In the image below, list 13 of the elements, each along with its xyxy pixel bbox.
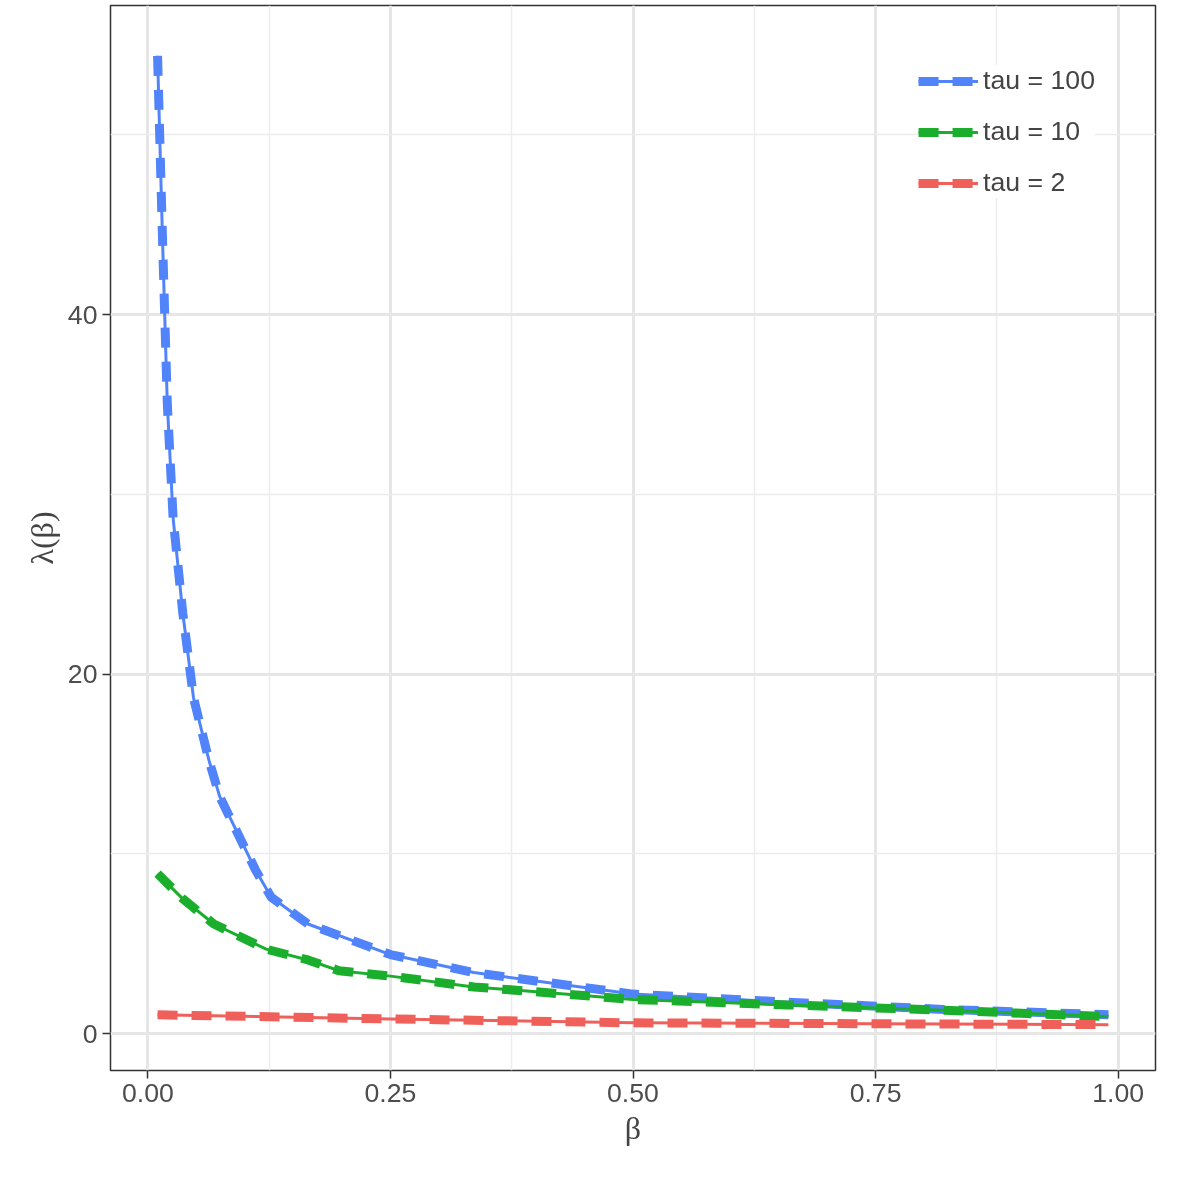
x-tick-label: 0.50 [607, 1077, 659, 1108]
legend-label: tau = 10 [983, 116, 1081, 147]
x-tick-label: 0.25 [364, 1077, 417, 1108]
y-axis-title: λ(β) [23, 511, 60, 565]
x-tick-label: 0.00 [121, 1077, 174, 1108]
y-tick-label: 20 [67, 659, 98, 690]
x-axis-title: β [624, 1109, 642, 1146]
y-tick-label: 0 [82, 1018, 98, 1049]
x-tick-label: 0.75 [849, 1077, 902, 1108]
x-tick-label: 1.00 [1092, 1077, 1145, 1108]
y-tick-label: 40 [67, 299, 98, 330]
legend-label: tau = 100 [983, 65, 1095, 96]
legend-label: tau = 2 [983, 167, 1066, 198]
